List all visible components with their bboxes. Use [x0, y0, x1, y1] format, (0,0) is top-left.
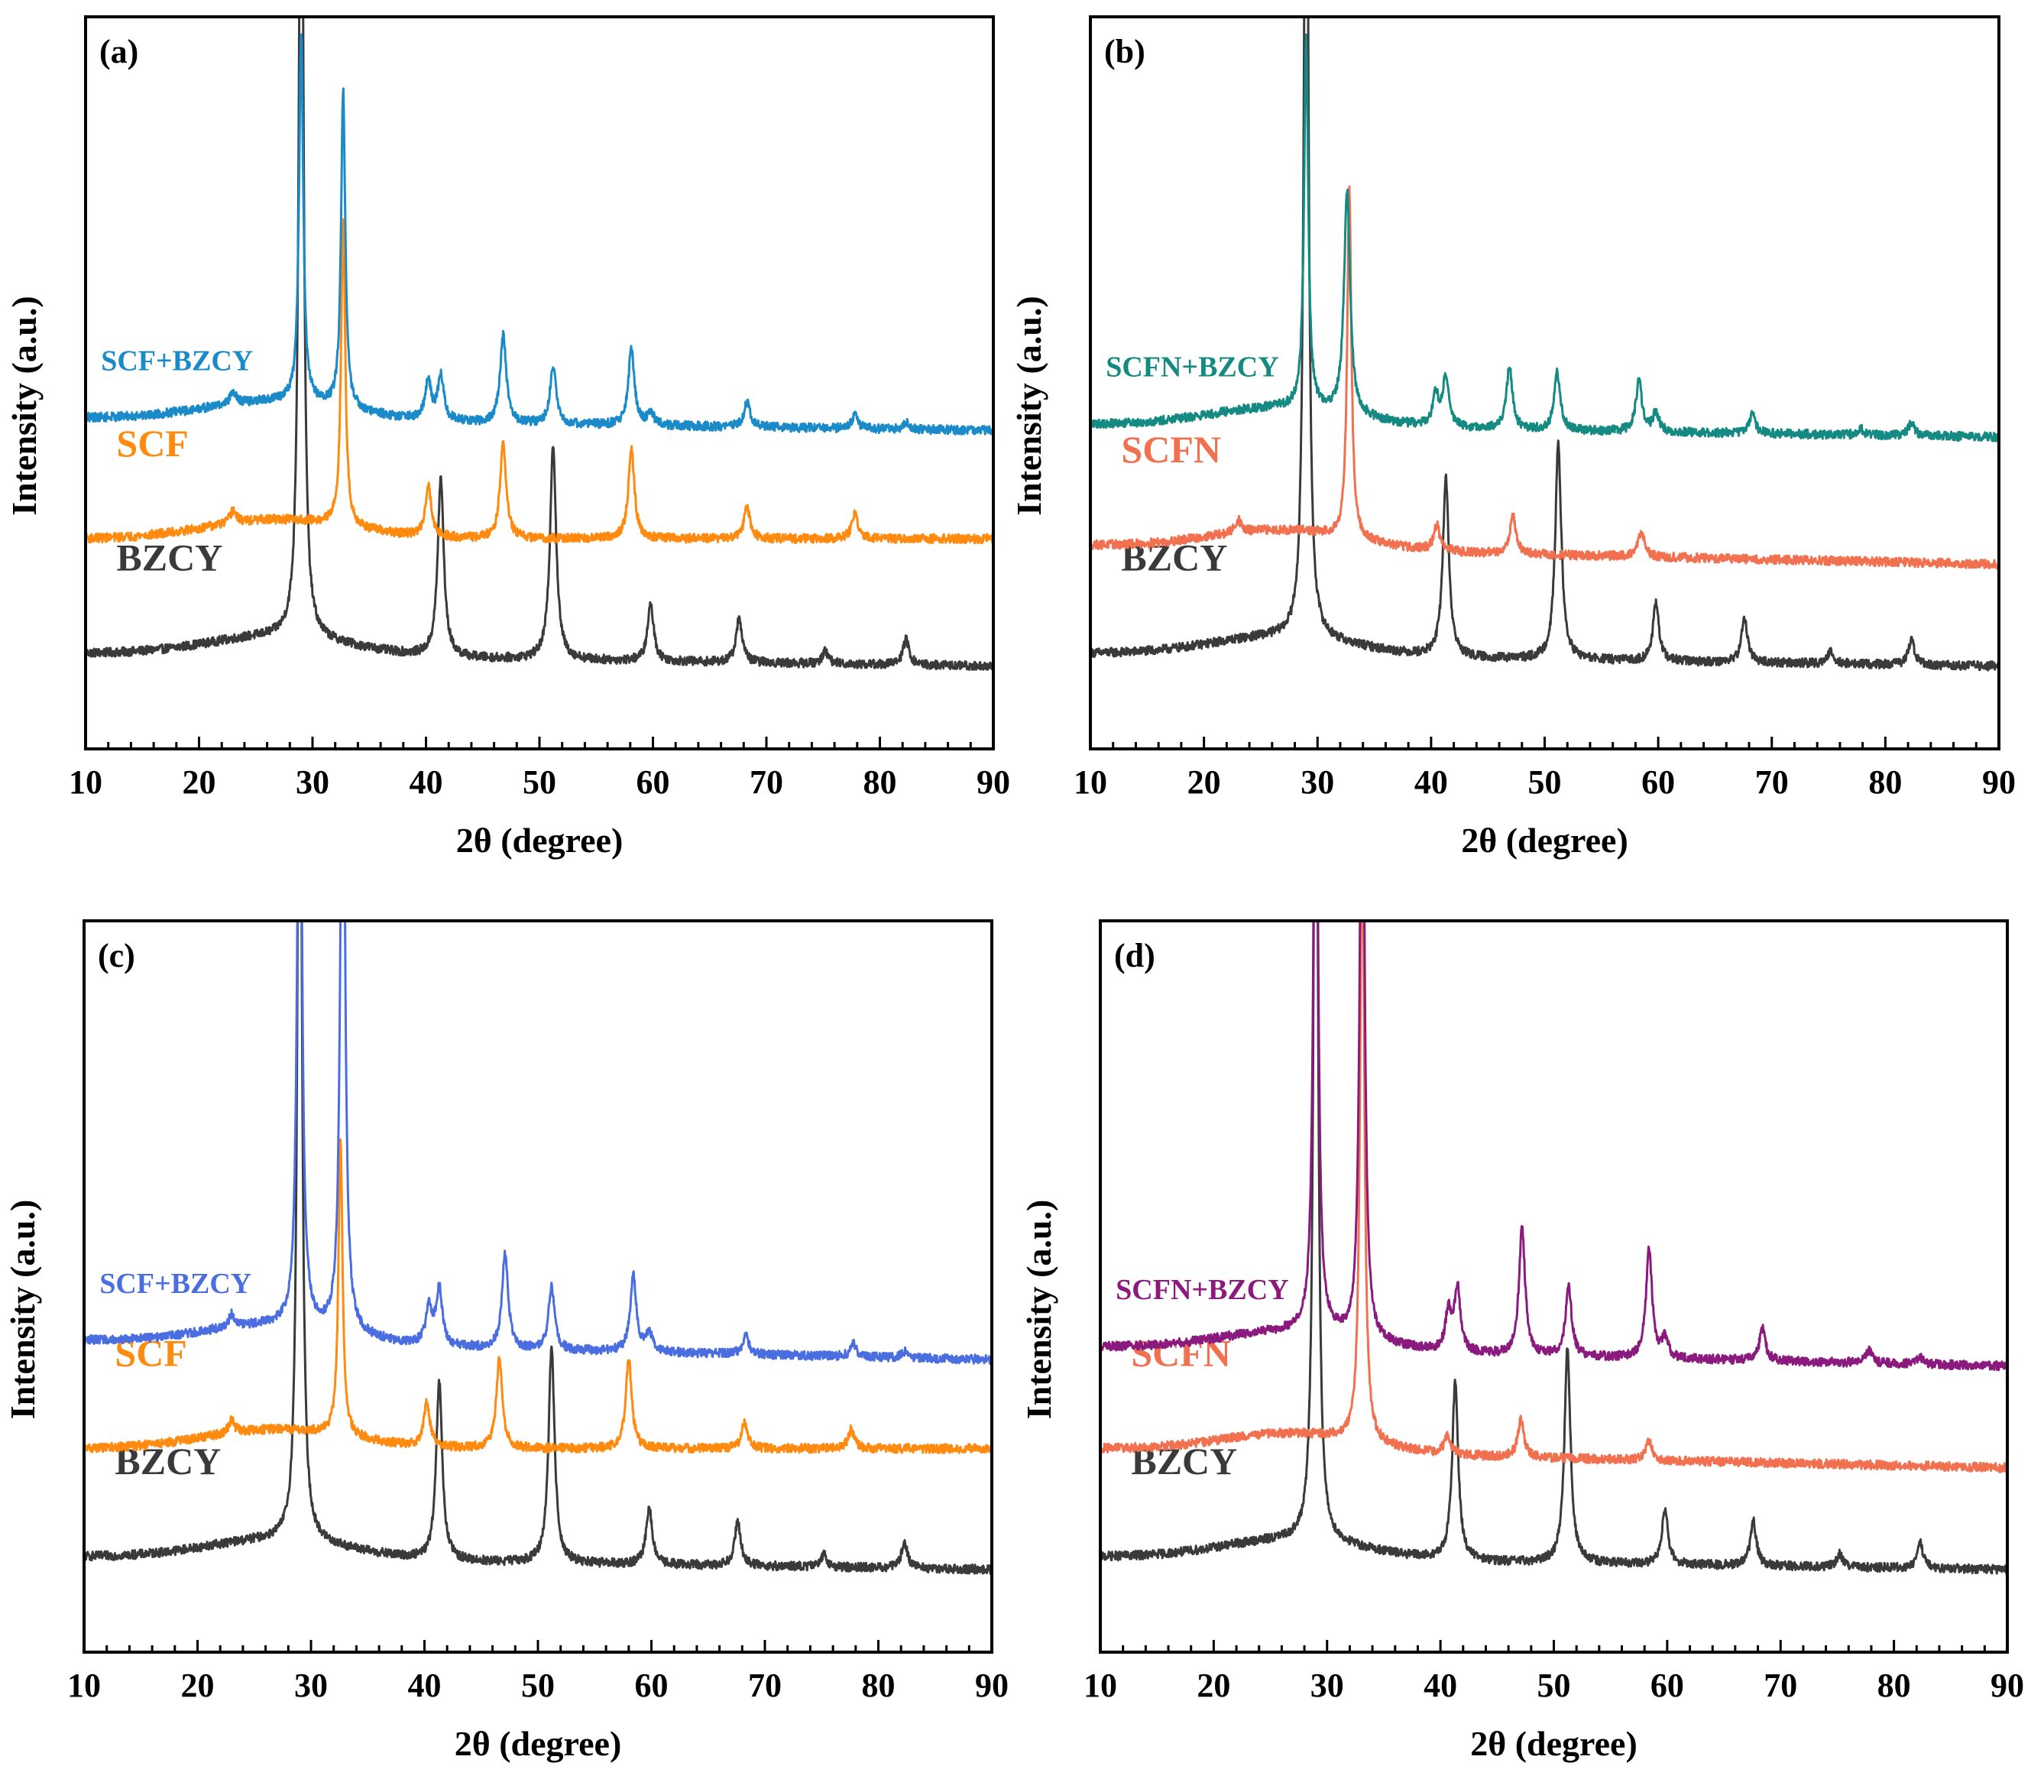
x-tick-label: 70: [748, 1667, 782, 1704]
x-tick-label: 20: [1197, 1667, 1230, 1704]
trace-bzcy: [86, 17, 993, 671]
series-label: BZCY: [116, 536, 222, 579]
x-tick-label: 30: [294, 1667, 328, 1704]
x-tick-label: 80: [1868, 763, 1902, 801]
y-axis-label: Intensity (a.u.): [5, 296, 44, 516]
series-label: SCFN+BZCY: [1106, 352, 1278, 384]
x-tick-label: 10: [1074, 763, 1107, 801]
trace-scf-bzcy: [84, 921, 992, 1366]
x-tick-label: 70: [1755, 763, 1789, 801]
trace-scfn-bzcy: [1100, 921, 2007, 1372]
panel-label: (c): [98, 937, 135, 974]
series-label: SCFN+BZCY: [1116, 1274, 1288, 1306]
x-tick-label: 30: [296, 763, 329, 801]
trace-scf: [86, 218, 993, 545]
trace-scfn: [1100, 921, 2007, 1473]
trace-bzcy: [1100, 921, 2007, 1575]
x-tick-label: 50: [1528, 763, 1562, 801]
x-tick-label: 90: [977, 763, 1010, 801]
x-tick-label: 70: [1764, 1667, 1797, 1704]
x-axis-label: 2θ (degree): [455, 1724, 622, 1763]
x-tick-label: 10: [69, 763, 102, 801]
trace-bzcy: [1090, 17, 1999, 672]
trace-scf: [84, 1138, 992, 1454]
series-label: SCF+BZCY: [99, 1268, 251, 1300]
x-tick-label: 20: [1187, 763, 1221, 801]
x-tick-label: 60: [637, 763, 670, 801]
x-tick-label: 80: [1877, 1667, 1911, 1704]
x-tick-label: 90: [1991, 1667, 2024, 1704]
x-tick-label: 60: [1650, 1667, 1684, 1704]
x-tick-label: 40: [410, 763, 443, 801]
panel-label: (d): [1114, 937, 1155, 974]
x-tick-label: 40: [1414, 763, 1448, 801]
x-tick-label: 60: [635, 1667, 669, 1704]
x-tick-label: 90: [1982, 763, 2016, 801]
x-tick-label: 70: [750, 763, 783, 801]
trace-scfn: [1090, 185, 1999, 570]
x-tick-label: 50: [523, 763, 556, 801]
x-tick-label: 50: [521, 1667, 555, 1704]
x-tick-label: 40: [408, 1667, 442, 1704]
x-tick-label: 10: [1084, 1667, 1117, 1704]
trace-scf-bzcy: [86, 33, 993, 436]
series-label: SCF+BZCY: [101, 345, 253, 377]
y-axis-label: Intensity (a.u.): [1019, 1200, 1058, 1420]
x-axis-label: 2θ (degree): [1470, 1724, 1637, 1763]
x-tick-label: 30: [1301, 763, 1334, 801]
x-tick-label: 20: [183, 763, 216, 801]
y-axis-label: Intensity (a.u.): [3, 1200, 42, 1420]
panel-label: (b): [1104, 33, 1145, 70]
x-tick-label: 20: [181, 1667, 215, 1704]
x-axis-label: 2θ (degree): [1461, 821, 1628, 860]
series-label: SCF: [116, 422, 188, 465]
trace-bzcy: [84, 921, 992, 1575]
trace-scfn-bzcy: [1090, 33, 1999, 442]
x-tick-label: 50: [1537, 1667, 1571, 1704]
x-tick-label: 30: [1310, 1667, 1344, 1704]
panel-a: BZCY SCF SCF+BZCY 10 20 30 40 50 60 70 80 90 2θ (deg…: [5, 15, 1010, 860]
y-axis-label: Intensity (a.u.): [1009, 296, 1048, 516]
x-tick-label: 40: [1424, 1667, 1457, 1704]
panel-label: (a): [99, 33, 138, 70]
x-tick-label: 90: [975, 1667, 1009, 1704]
x-tick-label: 80: [863, 763, 897, 801]
series-label: SCFN: [1121, 428, 1221, 471]
x-tick-label: 60: [1641, 763, 1675, 801]
x-axis-label: 2θ (degree): [456, 821, 624, 860]
x-tick-label: 10: [67, 1667, 101, 1704]
x-tick-label: 80: [862, 1667, 896, 1704]
